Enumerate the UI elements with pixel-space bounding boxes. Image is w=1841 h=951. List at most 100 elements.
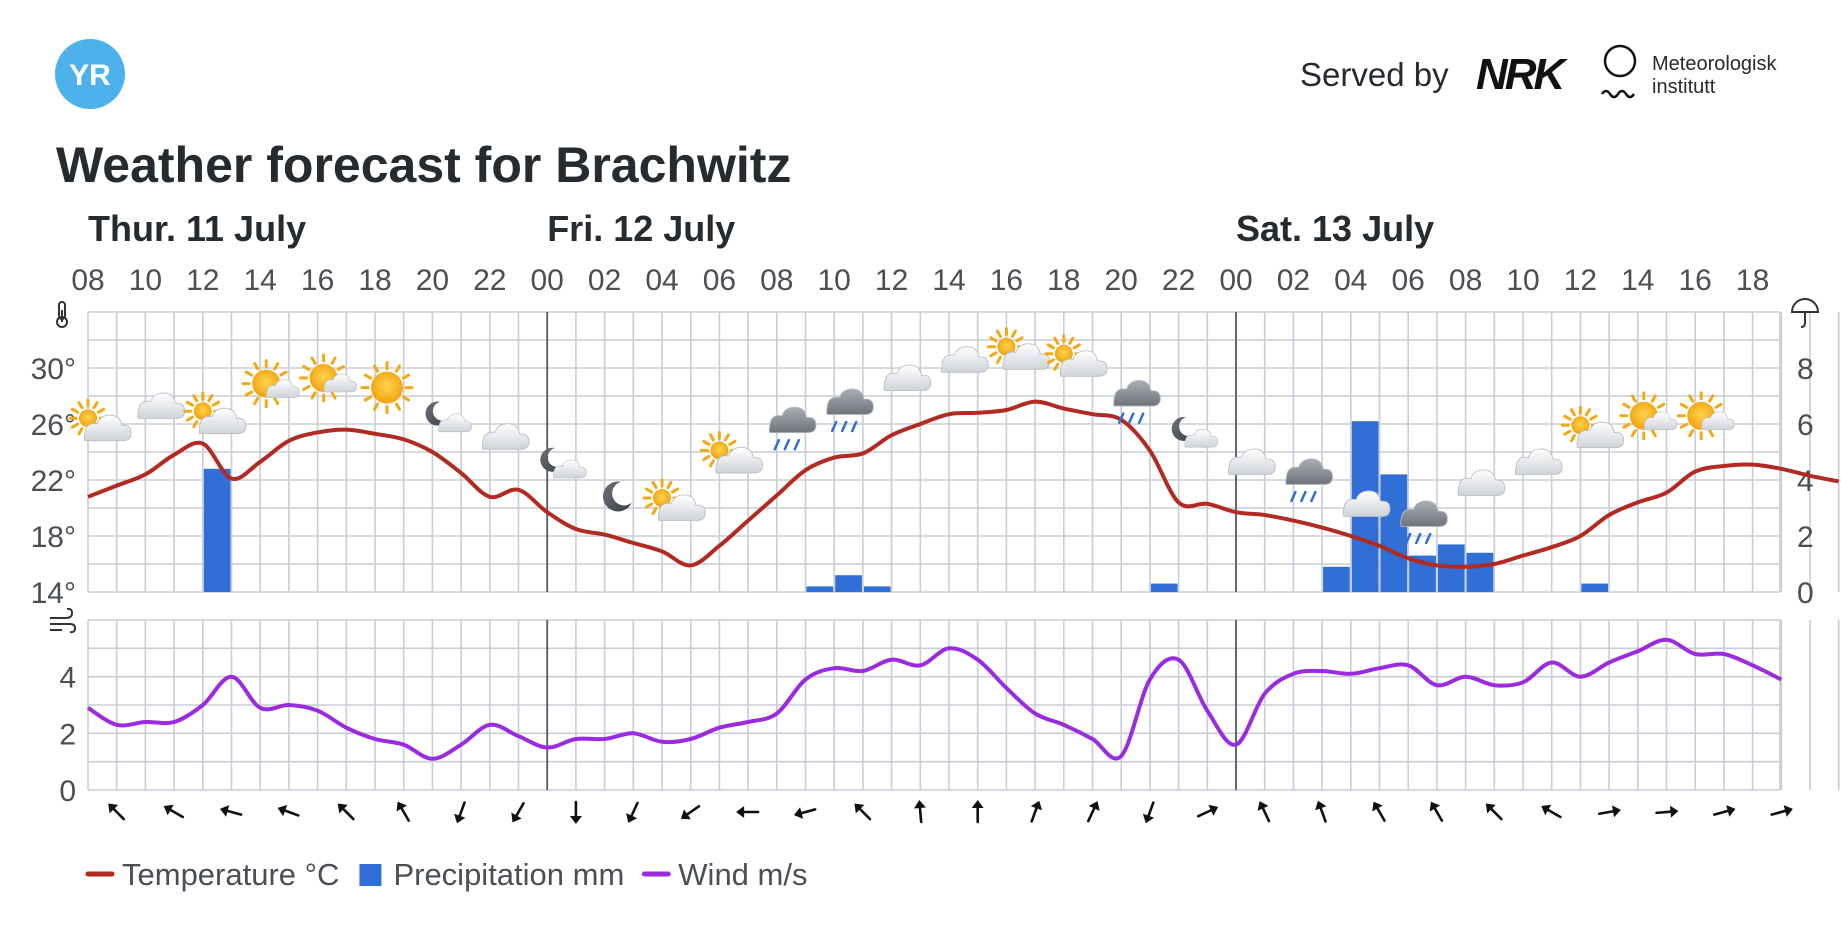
hour-tick-label: 10 xyxy=(818,264,851,297)
hour-tick-label: 22 xyxy=(473,264,506,297)
hour-tick-label: 00 xyxy=(531,264,564,297)
wind-direction-arrow xyxy=(1257,801,1271,823)
met-institute-logo[interactable]: Meteorologisk institutt xyxy=(1600,44,1778,99)
rain-showers-icon xyxy=(1113,380,1161,424)
legend-item: Precipitation mm xyxy=(359,857,624,892)
precipitation-bar xyxy=(863,586,891,592)
hour-tick-label: 14 xyxy=(932,264,965,297)
wind-direction-arrow xyxy=(1655,805,1679,818)
wind-direction-arrow xyxy=(1485,803,1503,821)
wind-direction-arrow xyxy=(680,804,701,820)
legend-label: Temperature °C xyxy=(122,857,339,892)
precipitation-tick-label: 4 xyxy=(1797,465,1814,498)
clear-night-icon xyxy=(602,481,632,512)
partly-cloudy-day-icon xyxy=(642,478,706,521)
temperature-tick-label: 18° xyxy=(31,521,76,554)
served-by-label: Served by xyxy=(1300,56,1449,93)
page-title: Weather forecast for Brachwitz xyxy=(56,137,791,193)
thermometer-icon xyxy=(56,301,68,328)
wind-direction-arrow xyxy=(277,804,300,817)
hour-tick-label: 10 xyxy=(129,264,162,297)
partly-cloudy-day-icon xyxy=(183,391,247,435)
temperature-line xyxy=(87,399,1840,569)
partly-cloudy-day-icon xyxy=(986,327,1051,370)
hour-tick-label: 06 xyxy=(1392,264,1425,297)
legend-item: Temperature °C xyxy=(85,857,339,892)
wind-direction-arrow xyxy=(219,805,243,817)
wind-direction-arrow xyxy=(396,801,411,822)
chart-legend: Temperature °C Precipitation mm Wind m/s xyxy=(85,857,807,892)
fair-night-icon xyxy=(540,447,587,479)
fair-day-icon xyxy=(1676,391,1735,441)
fair-night-icon xyxy=(425,401,472,433)
rain-showers-icon xyxy=(1285,458,1334,503)
cloudy-icon xyxy=(941,346,989,373)
fair-night-icon xyxy=(1171,416,1219,448)
hour-tick-label: 22 xyxy=(1162,264,1195,297)
hour-tick-label: 18 xyxy=(1047,264,1080,297)
day-label: Sat. 13 July xyxy=(1236,208,1434,249)
legend-swatch xyxy=(359,864,382,886)
temperature-series xyxy=(87,399,1840,569)
yr-logo-text: YR xyxy=(69,59,111,92)
wind-direction-arrow xyxy=(454,801,466,824)
precipitation-bar xyxy=(1380,474,1408,592)
hour-tick-label: 12 xyxy=(186,264,219,297)
axis-tick-labels: 14° 18° 22° 26° 30° 0 2 4 6 8 0 2 4 xyxy=(31,353,1814,808)
rain-showers-icon xyxy=(1400,500,1448,545)
yr-logo[interactable]: YR xyxy=(55,39,125,109)
precipitation-tick-label: 6 xyxy=(1797,409,1814,442)
wind-direction-arrow xyxy=(971,800,984,824)
wind-direction-arrow xyxy=(337,803,355,821)
hour-tick-label: 20 xyxy=(416,264,449,297)
wind-direction-arrow xyxy=(736,806,760,818)
precipitation-bars xyxy=(203,421,1609,592)
hour-tick-label: 08 xyxy=(1449,264,1482,297)
hour-tick-label: 06 xyxy=(703,264,736,297)
wind-direction-arrow xyxy=(108,803,126,821)
cloudy-icon xyxy=(481,423,530,450)
hour-tick-label: 08 xyxy=(760,264,793,297)
rain-showers-icon xyxy=(826,388,874,433)
hour-tick-label: 04 xyxy=(645,264,678,297)
day-label: Fri. 12 July xyxy=(547,208,735,249)
clear-day-icon xyxy=(360,361,414,415)
hour-tick-label: 04 xyxy=(1334,264,1367,297)
wind-direction-arrow xyxy=(569,800,582,824)
wind-tick-label: 0 xyxy=(59,775,76,808)
partly-cloudy-day-icon xyxy=(1044,334,1108,377)
wind-direction-arrow xyxy=(854,803,872,821)
hour-tick-label: 14 xyxy=(244,264,277,297)
hour-tick-label: 12 xyxy=(1564,264,1597,297)
legend-item: Wind m/s xyxy=(641,857,807,892)
hour-tick-label: 18 xyxy=(1736,264,1769,297)
met-name-line2: institutt xyxy=(1652,76,1716,98)
wind-icon xyxy=(50,607,77,634)
partly-cloudy-day-icon xyxy=(699,430,764,474)
cloudy-icon xyxy=(1457,469,1506,496)
fair-day-icon xyxy=(1619,391,1678,441)
wind-direction-arrows xyxy=(108,800,1793,824)
wind-direction-arrow xyxy=(1712,805,1736,817)
temperature-tick-label: 26° xyxy=(31,409,76,442)
nrk-logo[interactable]: NRK xyxy=(1476,50,1572,99)
precipitation-tick-label: 2 xyxy=(1797,521,1814,554)
wind-direction-arrow xyxy=(626,801,639,823)
precipitation-bar xyxy=(1466,552,1494,592)
wind-direction-arrow xyxy=(1372,801,1386,822)
wind-direction-arrow xyxy=(1142,801,1155,824)
cloudy-icon xyxy=(883,364,932,391)
hour-tick-label: 14 xyxy=(1621,264,1654,297)
wind-direction-arrow xyxy=(1770,805,1793,817)
wind-tick-label: 2 xyxy=(59,718,76,751)
precipitation-bar xyxy=(835,575,862,592)
day-label: Thur. 11 July xyxy=(88,208,306,249)
wind-direction-arrow xyxy=(1597,805,1621,818)
wind-line xyxy=(86,637,1783,761)
precipitation-bar xyxy=(806,586,834,592)
legend-label: Wind m/s xyxy=(678,857,807,892)
wind-tick-label: 4 xyxy=(59,662,76,695)
hour-tick-label: 12 xyxy=(875,264,908,297)
umbrella-icon xyxy=(1790,298,1820,328)
